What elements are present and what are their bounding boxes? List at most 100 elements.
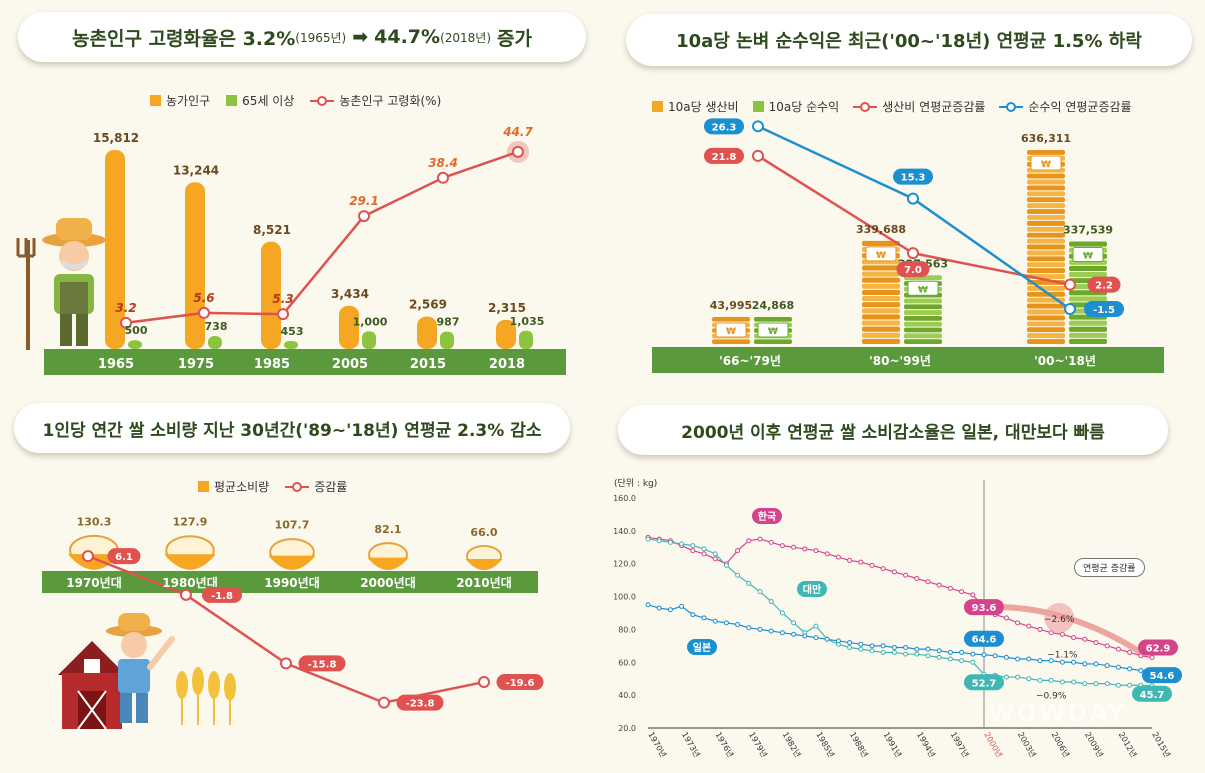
panel1-title: 농촌인구 고령화율은 3.2% (1965년) ➡ 44.7% (2018년) … (18, 12, 586, 62)
label-korea-2000-bg (964, 599, 1004, 616)
point-대만 (791, 620, 797, 626)
x-tick-label: 2000년 (982, 730, 1005, 759)
bar-production-cost (862, 338, 900, 344)
line-profit-growth-label-bg (893, 168, 933, 185)
panel2-legend: 10a당 생산비 10a당 순수익 생산비 연평균증감률 순수익 연평균증감률 (652, 98, 1132, 115)
legend-item: 생산비 연평균증감률 (853, 98, 985, 115)
bar-production-cost (1027, 291, 1065, 297)
point-한국 (959, 589, 965, 595)
point-대만 (1093, 681, 1099, 687)
bar-production-cost (1027, 150, 1065, 155)
rate-korea: −2.6% (1044, 615, 1075, 625)
legend-label: 생산비 연평균증감률 (882, 100, 986, 114)
x-tick-label: 1988년 (848, 730, 871, 759)
rice-bowl (68, 554, 120, 570)
point-한국 (1104, 643, 1110, 649)
bar-production-cost (1027, 244, 1065, 250)
point-일본 (992, 653, 998, 659)
chart-rice-profit: ₩₩₩₩₩₩ 43,99524,868'66~'79년339,688227,56… (652, 118, 1164, 373)
x-tick-label: 1985년 (814, 730, 837, 759)
bar-net-profit (1069, 296, 1107, 302)
rice-bowl (367, 557, 409, 570)
label-aging-rate: 5.6 (193, 291, 214, 305)
line-cost-growth-label-bg (1087, 276, 1121, 293)
line-한국 (647, 536, 1153, 659)
line-cost-growth-label-bg (704, 147, 744, 164)
label-net-profit: 337,539 (1063, 224, 1113, 237)
point-aging-rate (358, 210, 370, 223)
point-aging-rate (512, 145, 524, 158)
point-대만 (847, 645, 853, 650)
line-profit-growth-point (907, 192, 919, 205)
wheat-illustration (176, 667, 236, 725)
panel1-title-tail: 증가 (497, 27, 532, 50)
label-aging-rate: 29.1 (349, 194, 379, 208)
x-tick-label: '00~'18년 (1034, 354, 1096, 368)
bar-production-cost (862, 283, 900, 289)
point-한국 (1149, 655, 1155, 661)
x-tick-label: 2018 (489, 357, 525, 372)
point-대만 (1037, 677, 1043, 683)
point-한국 (1015, 620, 1021, 626)
bar-production-cost (862, 308, 900, 314)
label-taiwan-2015: 45.7 (1140, 690, 1165, 701)
label-farm-population: 15,812 (93, 131, 139, 145)
x-tick-label: 2012년 (1117, 730, 1140, 759)
point-일본 (802, 633, 808, 639)
point-대만 (970, 659, 976, 665)
bar-production-cost (1027, 321, 1065, 327)
rice-bowl (164, 554, 216, 570)
label-japan-2000: 64.6 (972, 635, 997, 646)
point-한국 (813, 548, 819, 554)
bar-production-cost (862, 289, 900, 296)
label-aged-65: 1,035 (510, 315, 545, 328)
panel-rice-consumption-country: 2000년 이후 연평균 쌀 소비감소율은 일본, 대만보다 빠름 (단위 : … (600, 385, 1205, 773)
series-tag-japan: 일본 (693, 641, 711, 654)
point-대만 (701, 546, 707, 552)
panel3-title-text: 1인당 연간 쌀 소비량 지난 30년간('89~'18년) 연평균 2.3% … (42, 420, 542, 441)
point-한국 (1048, 630, 1054, 636)
legend-item: 순수익 연평균증감률 (999, 98, 1132, 115)
series-tag-korea-bg (752, 508, 782, 524)
point-대만 (1059, 679, 1065, 685)
point-일본 (768, 628, 774, 634)
point-한국 (925, 579, 931, 585)
bar-aged-65 (284, 341, 298, 349)
point-한국 (712, 556, 718, 562)
label-taiwan-2015-bg (1132, 685, 1172, 702)
panel-rice-profit: 10a당 논벼 순수익은 최근('00~'18년) 연평균 1.5% 하락 10… (600, 0, 1205, 385)
line-대만 (647, 538, 1153, 687)
y-tick-label: 120.0 (613, 560, 636, 569)
bar-net-profit (904, 327, 942, 333)
label-avg-consumption: 127.9 (173, 516, 208, 529)
bar-production-cost (862, 320, 900, 326)
point-한국 (847, 557, 853, 563)
bar-net-profit-won: ₩ (918, 285, 928, 295)
bar-net-profit (754, 317, 792, 322)
bar-production-cost (1027, 327, 1065, 333)
line-cost-growth-label: 21.8 (712, 152, 737, 163)
farmer-illustration (16, 218, 106, 350)
chart-rice-consumption-decade: 130.3 1970년대 127.9 1980년대 107.7 1990년대 82.1 200… (42, 515, 544, 730)
point-일본 (757, 626, 763, 632)
point-한국 (802, 546, 808, 552)
bar-production-cost (1027, 303, 1065, 309)
point-일본 (947, 649, 953, 655)
panel-rural-aging: 농촌인구 고령화율은 3.2% (1965년) ➡ 44.7% (2018년) … (0, 0, 600, 385)
bar-farm-population (105, 150, 125, 349)
point-대만 (947, 656, 953, 662)
x-tick-label: 2006년 (1049, 730, 1072, 759)
point-일본 (936, 648, 942, 654)
point-일본 (914, 646, 920, 652)
label-korea-2000: 93.6 (972, 603, 997, 614)
bar-production-cost (712, 317, 750, 322)
bar-production-cost (1027, 339, 1065, 344)
bar-net-profit (754, 339, 792, 344)
bar-net-profit (904, 333, 942, 339)
point-대만 (869, 648, 875, 654)
point-일본 (690, 612, 696, 618)
point-대만 (903, 651, 909, 657)
point-한국 (1059, 631, 1065, 637)
legend-label: 10a당 생산비 (668, 100, 739, 114)
point-대만 (858, 646, 864, 652)
